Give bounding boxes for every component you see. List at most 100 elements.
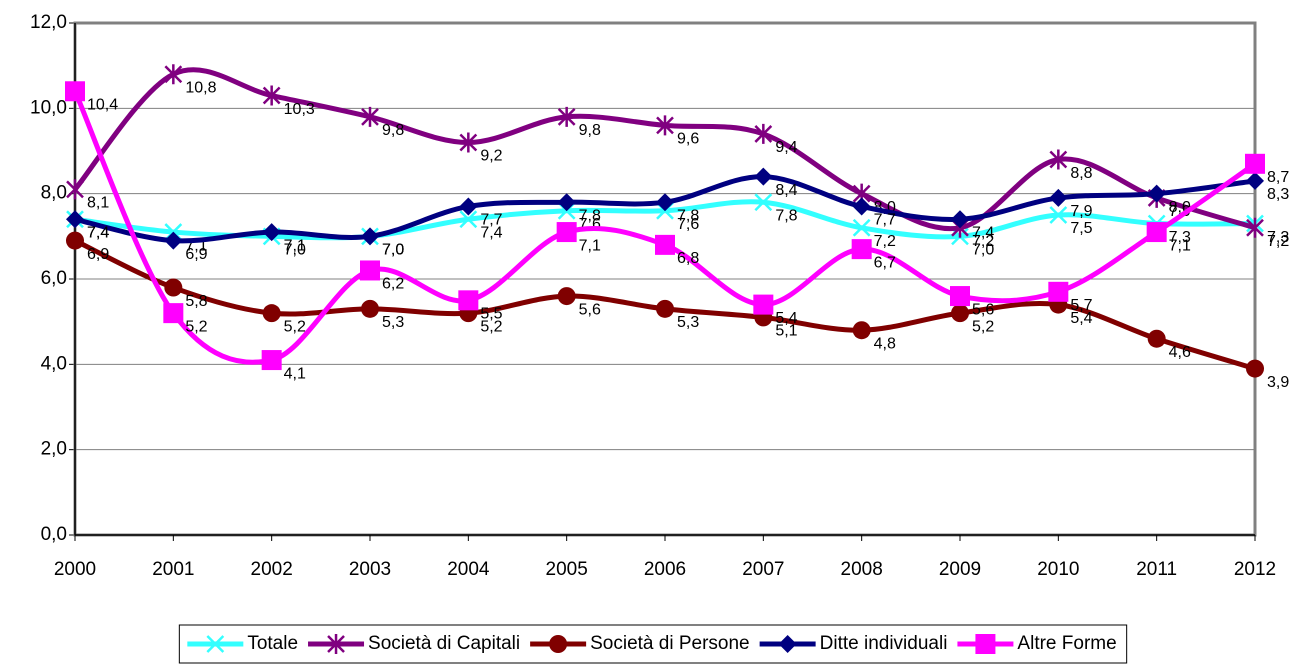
data-label: 5,8 bbox=[185, 293, 207, 310]
marker bbox=[459, 132, 478, 153]
marker bbox=[361, 299, 379, 318]
data-label: 7,8 bbox=[677, 207, 699, 224]
marker bbox=[1147, 329, 1166, 348]
marker bbox=[163, 303, 184, 324]
x-tick-label: 2002 bbox=[251, 559, 293, 580]
data-label: 7,7 bbox=[874, 212, 896, 229]
data-label: 5,4 bbox=[775, 310, 797, 327]
marker bbox=[360, 260, 380, 281]
marker bbox=[754, 167, 773, 186]
y-tick-label: 2,0 bbox=[41, 439, 67, 460]
data-label: 9,6 bbox=[677, 131, 699, 148]
data-label: 7,9 bbox=[1070, 203, 1092, 220]
marker bbox=[1147, 184, 1166, 203]
data-label: 7,1 bbox=[579, 237, 601, 254]
data-label: 8,3 bbox=[1267, 186, 1289, 203]
x-tick-label: 2012 bbox=[1234, 559, 1276, 580]
marker bbox=[655, 234, 675, 255]
marker bbox=[557, 193, 576, 212]
data-label: 9,8 bbox=[382, 122, 404, 139]
y-tick-label: 10,0 bbox=[30, 97, 67, 118]
y-tick-label: 6,0 bbox=[41, 268, 67, 289]
marker bbox=[557, 287, 576, 306]
x-tick-label: 2010 bbox=[1037, 559, 1079, 580]
data-label: 10,8 bbox=[185, 79, 216, 96]
data-label: 9,2 bbox=[480, 148, 502, 165]
data-label: 7,0 bbox=[382, 242, 404, 259]
data-label: 5,3 bbox=[382, 314, 404, 331]
legend-label: Totale bbox=[247, 633, 298, 654]
data-label: 3,9 bbox=[1267, 374, 1289, 391]
marker bbox=[261, 350, 282, 371]
x-tick-label: 2011 bbox=[1136, 559, 1177, 580]
data-label: 7,4 bbox=[972, 224, 994, 241]
marker bbox=[1048, 281, 1069, 302]
marker bbox=[557, 106, 576, 127]
marker bbox=[1246, 217, 1264, 238]
x-tick-label: 2008 bbox=[841, 559, 883, 580]
marker bbox=[361, 227, 379, 246]
data-label: 8,7 bbox=[1267, 169, 1289, 186]
marker bbox=[206, 635, 225, 653]
marker bbox=[327, 634, 345, 654]
data-label: 7,5 bbox=[1070, 220, 1092, 237]
marker bbox=[975, 634, 996, 654]
data-label: 6,9 bbox=[87, 246, 109, 263]
data-label: 7,0 bbox=[284, 242, 306, 259]
data-label: 4,6 bbox=[1169, 344, 1191, 361]
marker bbox=[951, 304, 969, 323]
marker bbox=[1246, 359, 1264, 378]
data-label: 5,1 bbox=[775, 323, 797, 340]
marker bbox=[852, 197, 871, 216]
legend: Totale Società di Capitali Società di Pers… bbox=[187, 633, 1117, 654]
marker bbox=[1146, 222, 1167, 243]
data-label: 7,2 bbox=[972, 233, 994, 250]
marker bbox=[1049, 149, 1068, 170]
marker bbox=[66, 179, 84, 200]
data-label: 7,2 bbox=[1267, 233, 1289, 250]
data-label: 9,8 bbox=[579, 122, 601, 139]
marker bbox=[66, 210, 84, 229]
data-label: 7,6 bbox=[677, 216, 699, 233]
data-label: 7,0 bbox=[972, 242, 994, 259]
marker bbox=[656, 193, 674, 212]
marker bbox=[778, 635, 797, 653]
marker bbox=[656, 299, 674, 318]
data-label: 5,5 bbox=[480, 306, 502, 323]
data-label: 6,2 bbox=[382, 276, 404, 293]
x-tick-label: 2000 bbox=[54, 559, 96, 580]
data-label: 6,8 bbox=[677, 250, 699, 267]
data-label: 7,8 bbox=[775, 207, 797, 224]
data-label: 5,7 bbox=[1070, 297, 1092, 314]
data-label: 7,8 bbox=[579, 207, 601, 224]
data-label: 5,6 bbox=[579, 301, 601, 318]
data-label: 8,4 bbox=[775, 182, 797, 199]
data-label: 6,9 bbox=[185, 246, 207, 263]
legend-label: Società di Capitali bbox=[368, 633, 520, 654]
marker bbox=[459, 210, 478, 229]
marker bbox=[164, 278, 183, 297]
marker bbox=[556, 222, 577, 243]
marker bbox=[66, 231, 84, 250]
marker bbox=[459, 197, 478, 216]
marker bbox=[1049, 206, 1068, 224]
data-label: 7,4 bbox=[87, 224, 109, 241]
y-tick-label: 8,0 bbox=[41, 183, 67, 204]
data-label: 7,1 bbox=[1169, 237, 1191, 254]
y-tick-label: 0,0 bbox=[41, 524, 67, 545]
data-label: 7,0 bbox=[382, 242, 404, 259]
marker bbox=[164, 231, 183, 250]
data-label: 5,2 bbox=[480, 318, 502, 335]
marker bbox=[549, 635, 568, 653]
x-tick-label: 2001 bbox=[152, 559, 194, 580]
data-label: 4,1 bbox=[284, 365, 306, 382]
data-label: 8,8 bbox=[1070, 165, 1092, 182]
marker bbox=[852, 218, 871, 237]
data-label: 7,9 bbox=[1169, 203, 1191, 220]
x-tick-label: 2003 bbox=[349, 559, 391, 580]
marker bbox=[1246, 171, 1264, 190]
marker bbox=[262, 85, 281, 106]
data-label: 7,2 bbox=[874, 233, 896, 250]
data-label: 4,8 bbox=[874, 335, 896, 352]
